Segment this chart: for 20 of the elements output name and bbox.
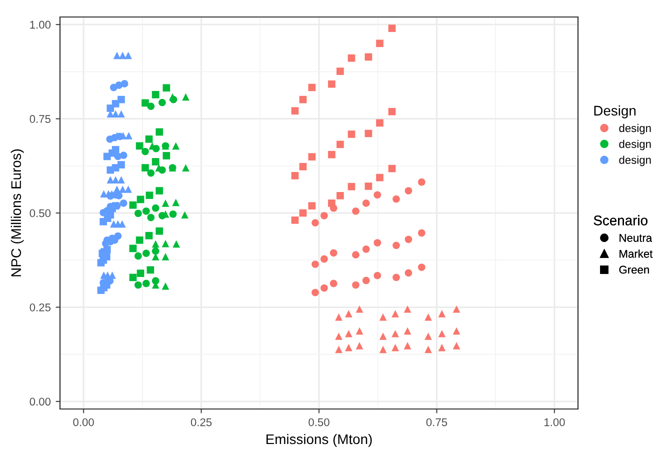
legend-label: design [619, 156, 651, 166]
legend-label: Market [620, 250, 653, 258]
legend-label: Neutra [620, 234, 652, 242]
legend-label: design [619, 124, 651, 134]
y-tick-label: 0.50 [30, 209, 51, 218]
legend-label: design [619, 140, 651, 150]
x-tick-label: 0.25 [190, 418, 212, 426]
x-axis-title: Emissions (Mton) [266, 434, 372, 447]
y-tick-label: 0.75 [30, 115, 51, 123]
y-tick-label: 1.00 [30, 20, 51, 29]
x-tick-label: 0.75 [426, 418, 448, 426]
x-tick-label: 1.00 [544, 418, 565, 426]
legend-label: Green [619, 266, 649, 274]
y-tick-label: 0.25 [30, 304, 51, 312]
text: Scenario [594, 215, 648, 226]
y-tick-label: 0.00 [30, 398, 51, 406]
text: Design [594, 105, 636, 118]
y-axis-title: NPC (Millions Euros) [10, 149, 24, 276]
x-tick-label: 0.50 [308, 418, 330, 426]
x-tick-label: 0.00 [73, 418, 94, 426]
